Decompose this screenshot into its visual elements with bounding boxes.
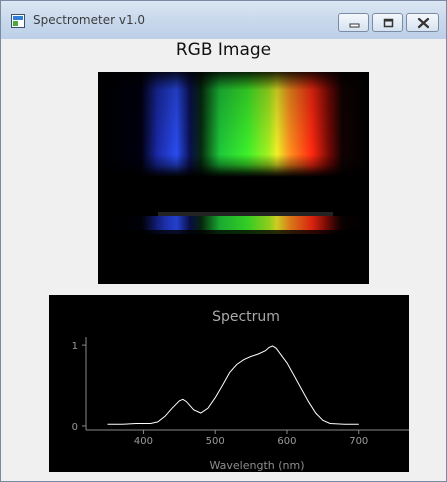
- y-tick-label: 1: [72, 341, 78, 352]
- x-tick-label: 400: [134, 436, 153, 447]
- chart-title: Spectrum: [212, 309, 280, 325]
- x-tick-label: 500: [206, 436, 225, 447]
- minimize-button[interactable]: [338, 13, 369, 32]
- y-tick-label: 0: [72, 422, 78, 433]
- rgb-image-title: RGB Image: [175, 40, 272, 60]
- spectrum-line: [107, 345, 359, 425]
- maximize-icon: [383, 18, 394, 28]
- rgb-image: [98, 72, 369, 284]
- spectrum-plot: Spectrum 400 500 600 700 0 1 Wavelength (nm): [49, 295, 409, 472]
- app-icon: [11, 14, 25, 28]
- minimize-icon: [349, 23, 360, 28]
- title-bar[interactable]: Spectrometer v1.0: [1, 1, 446, 39]
- spectrum-chart: Spectrum 400 500 600 700 0 1 Wavelength (nm): [72, 309, 409, 472]
- x-axis-label: Wavelength (nm): [209, 459, 304, 472]
- close-button[interactable]: [406, 13, 439, 32]
- close-icon: [417, 17, 430, 29]
- x-tick-label: 600: [277, 436, 296, 447]
- maximize-button[interactable]: [372, 13, 403, 32]
- spectrum-photo: [98, 72, 369, 284]
- window-title: Spectrometer v1.0: [33, 13, 146, 27]
- x-tick-label: 700: [349, 436, 368, 447]
